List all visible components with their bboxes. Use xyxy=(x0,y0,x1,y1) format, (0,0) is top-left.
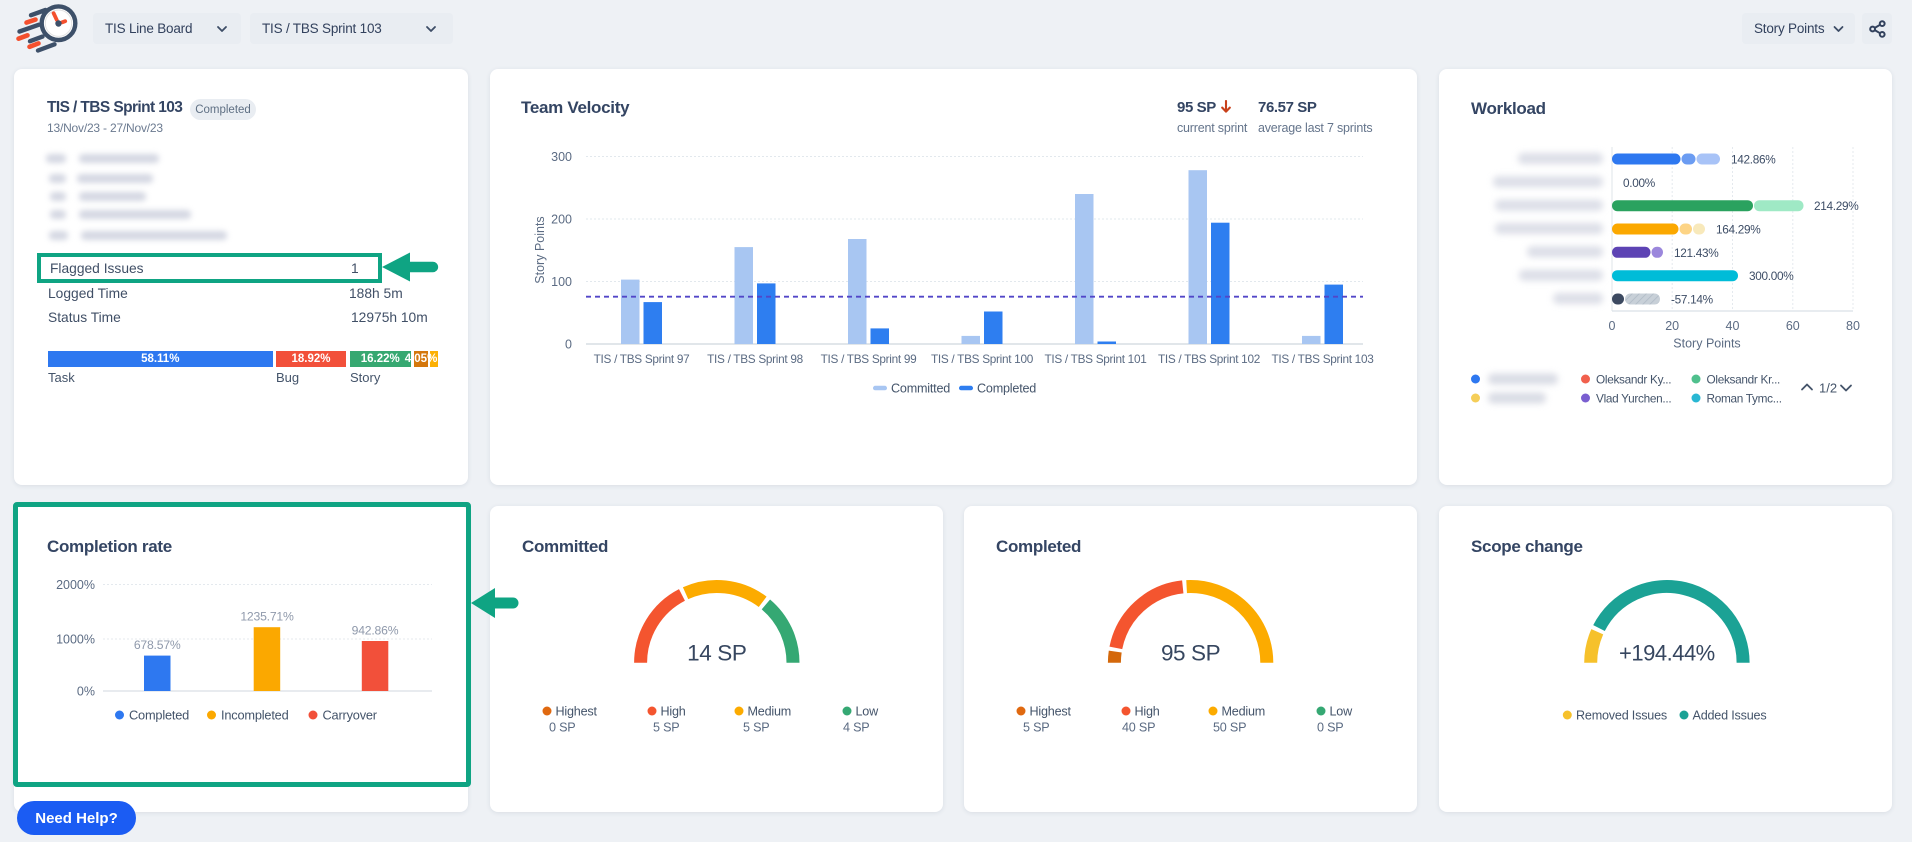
svg-text:Roman Tymc...: Roman Tymc... xyxy=(1707,392,1782,406)
svg-text:Added Issues: Added Issues xyxy=(1693,709,1767,723)
svg-text:1/2: 1/2 xyxy=(1819,381,1837,396)
svg-text:121.43%: 121.43% xyxy=(1674,246,1719,260)
svg-text:High: High xyxy=(1135,705,1160,719)
svg-text:Vlad Yurchen...: Vlad Yurchen... xyxy=(1596,392,1671,406)
svg-text:200: 200 xyxy=(551,213,572,227)
svg-text:TIS / TBS Sprint 103: TIS / TBS Sprint 103 xyxy=(1272,352,1375,366)
svg-text:0.00%: 0.00% xyxy=(1623,176,1656,190)
svg-text:20: 20 xyxy=(1665,319,1679,333)
svg-text:1000%: 1000% xyxy=(56,633,95,647)
svg-text:142.86%: 142.86% xyxy=(1731,153,1776,167)
svg-text:300: 300 xyxy=(551,150,572,164)
svg-text:-57.14%: -57.14% xyxy=(1671,293,1714,307)
svg-text:Highest: Highest xyxy=(556,705,598,719)
svg-text:942.86%: 942.86% xyxy=(352,624,399,638)
svg-text:4 SP: 4 SP xyxy=(843,721,870,735)
svg-text:Story Points: Story Points xyxy=(533,216,547,283)
svg-text:0 SP: 0 SP xyxy=(1317,721,1344,735)
svg-text:0: 0 xyxy=(565,338,572,352)
svg-text:40 SP: 40 SP xyxy=(1122,721,1155,735)
svg-text:Incompleted: Incompleted xyxy=(221,708,289,723)
svg-text:2000%: 2000% xyxy=(56,578,95,592)
svg-text:50 SP: 50 SP xyxy=(1213,721,1246,735)
svg-text:Medium: Medium xyxy=(748,705,792,719)
svg-text:Oleksandr Ky...: Oleksandr Ky... xyxy=(1596,373,1671,387)
svg-text:0 SP: 0 SP xyxy=(549,721,576,735)
svg-text:TIS / TBS Sprint 97: TIS / TBS Sprint 97 xyxy=(594,352,690,366)
svg-text:678.57%: 678.57% xyxy=(134,638,181,652)
svg-text:+194.44%: +194.44% xyxy=(1619,641,1715,666)
svg-text:Low: Low xyxy=(1330,705,1354,719)
svg-text:TIS / TBS Sprint 102: TIS / TBS Sprint 102 xyxy=(1158,352,1260,366)
svg-text:Completed: Completed xyxy=(977,382,1036,396)
svg-text:80: 80 xyxy=(1846,319,1860,333)
svg-text:40: 40 xyxy=(1726,319,1740,333)
svg-text:164.29%: 164.29% xyxy=(1716,223,1761,237)
svg-text:High: High xyxy=(661,705,686,719)
svg-text:Oleksandr Kr...: Oleksandr Kr... xyxy=(1707,373,1781,387)
svg-text:TIS / TBS Sprint 100: TIS / TBS Sprint 100 xyxy=(931,352,1034,366)
svg-text:TIS / TBS Sprint 101: TIS / TBS Sprint 101 xyxy=(1045,352,1147,366)
svg-text:Committed: Committed xyxy=(891,382,950,396)
svg-text:300.00%: 300.00% xyxy=(1749,269,1794,283)
svg-text:5 SP: 5 SP xyxy=(1023,721,1050,735)
svg-text:60: 60 xyxy=(1786,319,1800,333)
svg-text:214.29%: 214.29% xyxy=(1814,199,1859,213)
svg-text:Completed: Completed xyxy=(129,708,189,723)
svg-text:Medium: Medium xyxy=(1222,705,1266,719)
svg-text:100: 100 xyxy=(551,275,572,289)
svg-text:0: 0 xyxy=(1609,319,1616,333)
svg-text:TIS / TBS Sprint 98: TIS / TBS Sprint 98 xyxy=(707,352,803,366)
svg-text:TIS / TBS Sprint 99: TIS / TBS Sprint 99 xyxy=(821,352,917,366)
svg-text:Low: Low xyxy=(856,705,880,719)
svg-text:14 SP: 14 SP xyxy=(687,641,746,666)
svg-text:95 SP: 95 SP xyxy=(1161,641,1220,666)
svg-text:0%: 0% xyxy=(77,685,95,699)
svg-text:5 SP: 5 SP xyxy=(743,721,770,735)
svg-text:1235.71%: 1235.71% xyxy=(240,610,294,624)
svg-text:Removed Issues: Removed Issues xyxy=(1576,709,1667,723)
svg-text:Highest: Highest xyxy=(1030,705,1072,719)
svg-text:5 SP: 5 SP xyxy=(653,721,680,735)
svg-text:Carryover: Carryover xyxy=(323,708,378,723)
svg-text:Story Points: Story Points xyxy=(1673,337,1740,351)
